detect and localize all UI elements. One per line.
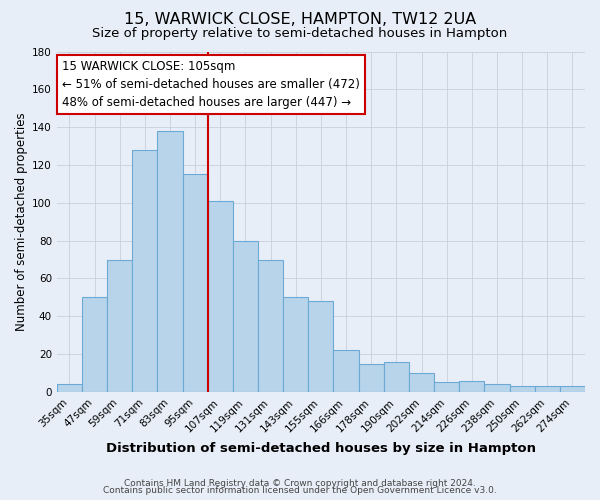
Bar [434,382,459,392]
Text: Contains HM Land Registry data © Crown copyright and database right 2024.: Contains HM Land Registry data © Crown c… [124,478,476,488]
Text: 15 WARWICK CLOSE: 105sqm
← 51% of semi-detached houses are smaller (472)
48% of : 15 WARWICK CLOSE: 105sqm ← 51% of semi-d… [62,60,360,109]
Bar [157,131,182,392]
Bar [459,380,484,392]
Bar [233,240,258,392]
Bar [560,386,585,392]
Bar [535,386,560,392]
Bar [384,362,409,392]
Bar [308,301,334,392]
Text: Size of property relative to semi-detached houses in Hampton: Size of property relative to semi-detach… [92,28,508,40]
Bar [334,350,359,392]
Bar [107,260,132,392]
Bar [359,364,384,392]
Bar [132,150,157,392]
Bar [182,174,208,392]
Bar [208,201,233,392]
X-axis label: Distribution of semi-detached houses by size in Hampton: Distribution of semi-detached houses by … [106,442,536,455]
Bar [283,298,308,392]
Bar [258,260,283,392]
Bar [509,386,535,392]
Bar [484,384,509,392]
Text: Contains public sector information licensed under the Open Government Licence v3: Contains public sector information licen… [103,486,497,495]
Bar [82,298,107,392]
Text: 15, WARWICK CLOSE, HAMPTON, TW12 2UA: 15, WARWICK CLOSE, HAMPTON, TW12 2UA [124,12,476,28]
Bar [57,384,82,392]
Bar [409,373,434,392]
Y-axis label: Number of semi-detached properties: Number of semi-detached properties [15,112,28,331]
